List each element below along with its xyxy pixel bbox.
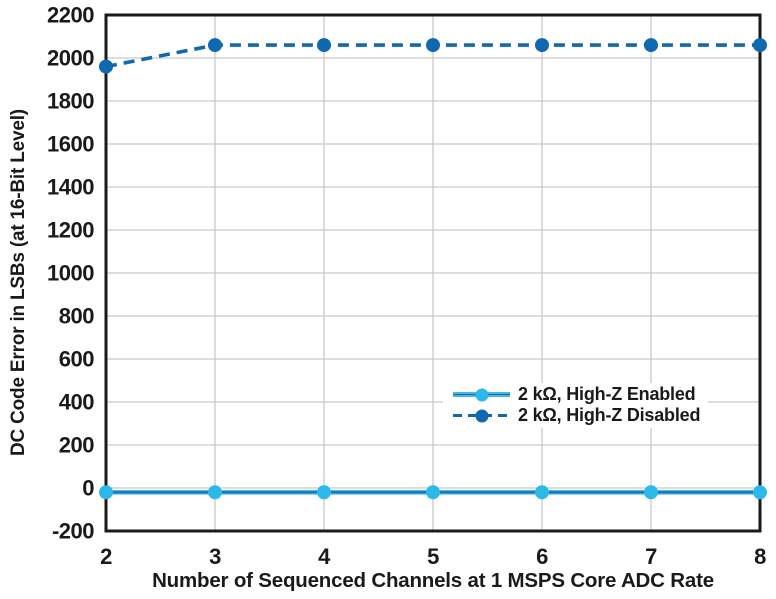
legend: 2 kΩ, High-Z Enabled 2 kΩ, High-Z Disabl… — [443, 383, 709, 428]
data-point-marker — [535, 38, 549, 53]
x-tick-label: 6 — [536, 544, 548, 569]
data-point-marker — [317, 38, 331, 53]
y-tick-label: 1200 — [47, 218, 94, 243]
y-tick-label: 600 — [59, 347, 94, 372]
data-point-marker — [644, 38, 658, 53]
y-tick-label: 1800 — [47, 89, 94, 114]
x-tick-label: 4 — [318, 544, 331, 569]
x-tick-label: 3 — [209, 544, 221, 569]
legend-line-swatch-enabled — [453, 387, 510, 402]
data-point-marker — [426, 38, 440, 53]
y-tick-label: 1400 — [47, 175, 94, 200]
data-point-marker — [535, 485, 549, 500]
y-tick-label: 1000 — [47, 261, 94, 286]
y-tick-label: 200 — [59, 433, 94, 458]
legend-label-disabled: 2 kΩ, High-Z Disabled — [518, 405, 701, 425]
y-tick-label: 0 — [82, 476, 94, 501]
data-point-marker — [753, 485, 767, 500]
y-axis-title: DC Code Error in LSBs (at 16-Bit Level) — [8, 109, 29, 456]
y-tick-label: 2200 — [47, 3, 94, 28]
data-point-marker — [99, 485, 113, 500]
data-point-marker — [208, 38, 222, 53]
data-point-marker — [99, 59, 113, 74]
x-tick-label: 7 — [645, 544, 657, 569]
plot-border — [104, 13, 762, 533]
legend-marker-dot — [475, 388, 488, 401]
x-tick-label: 5 — [427, 544, 439, 569]
x-axis-title: Number of Sequenced Channels at 1 MSPS C… — [152, 569, 714, 592]
y-tick-label: 2000 — [47, 46, 94, 71]
data-point-marker — [426, 485, 440, 500]
legend-line-swatch-disabled — [453, 408, 510, 423]
legend-item-highz-disabled: 2 kΩ, High-Z Disabled — [453, 405, 700, 426]
x-tick-label: 2 — [100, 544, 112, 569]
y-tick-label: 800 — [59, 304, 94, 329]
y-tick-label: 1600 — [47, 132, 94, 157]
data-point-marker — [317, 485, 331, 500]
legend-label-enabled: 2 kΩ, High-Z Enabled — [518, 384, 696, 404]
x-tick-label: 8 — [754, 544, 766, 569]
data-point-marker — [208, 485, 222, 500]
y-tick-label: -200 — [52, 519, 94, 544]
legend-item-highz-enabled: 2 kΩ, High-Z Enabled — [453, 384, 700, 405]
data-point-marker — [753, 38, 767, 53]
legend-marker-dot — [475, 409, 488, 422]
data-point-marker — [644, 485, 658, 500]
y-tick-label: 400 — [59, 390, 94, 415]
